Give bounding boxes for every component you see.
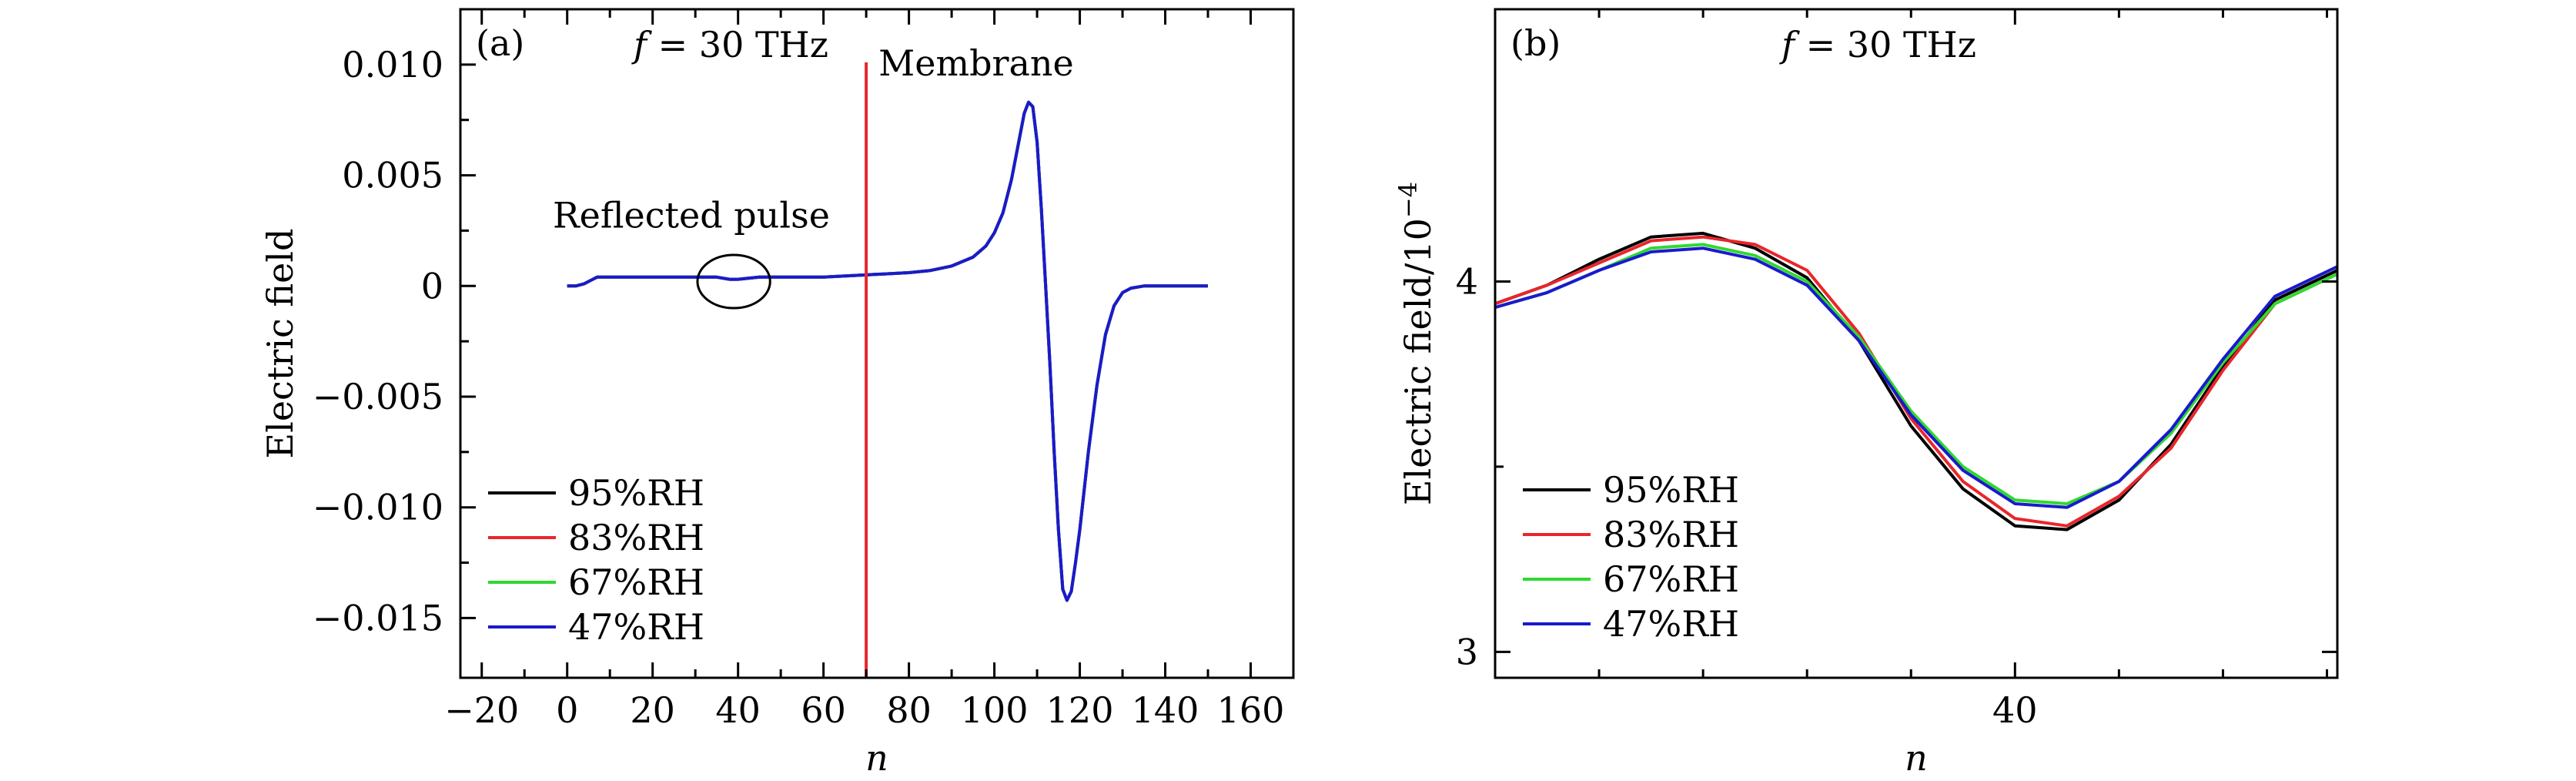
panel-b-y-axis-label-exp: −4 bbox=[1393, 182, 1423, 218]
panel-b-legend-label: 47%RH bbox=[1603, 603, 1739, 645]
panel-a-series-47pctrh bbox=[567, 100, 1208, 602]
panel-b-x-tick-label: 40 bbox=[1992, 689, 2038, 731]
panel-b-series-83pctrh bbox=[1495, 235, 2337, 528]
panel-b-y-tick-label: 4 bbox=[1456, 260, 1478, 302]
panel-a-x-tick-label: 120 bbox=[1046, 689, 1114, 731]
panel-a-label: (a) bbox=[476, 22, 524, 64]
panel-a-x-tick-label: −20 bbox=[444, 689, 519, 731]
panel-b-title: f = 30 THz bbox=[1779, 24, 1976, 65]
panel-a-legend-label: 47%RH bbox=[568, 606, 704, 648]
panel-b-legend-label: 67%RH bbox=[1603, 558, 1739, 600]
panel-b-legend-label: 95%RH bbox=[1603, 469, 1739, 511]
panel-a-x-tick-label: 80 bbox=[886, 689, 932, 731]
panel-a-y-tick-label: −0.015 bbox=[313, 597, 443, 639]
panel-a-x-tick-label: 140 bbox=[1132, 689, 1199, 731]
panel-b-series-group bbox=[1495, 231, 2337, 531]
panel-b-series-47pctrh bbox=[1495, 246, 2337, 509]
panel-a-y-tick-label: −0.005 bbox=[313, 376, 443, 417]
panel-b-frame bbox=[1494, 8, 2339, 679]
panel-a-reflected-pulse-ellipse bbox=[696, 253, 771, 310]
panel-a-legend-label: 67%RH bbox=[568, 561, 704, 603]
panel-a-x-tick-label: 60 bbox=[801, 689, 846, 731]
panel-a-frame bbox=[459, 8, 1295, 679]
panel-b-series-95pctrh bbox=[1495, 231, 2337, 531]
panel-a-ticks: −20 0 20 40 60 80 100 120 140 160 0.010 0.005 0 −0.00… bbox=[313, 9, 1285, 731]
panel-b-y-axis-label: Electric field/10−4 bbox=[1393, 182, 1439, 505]
panel-b-x-axis-label: n bbox=[1905, 737, 1928, 779]
panel-b-y-tick-label: 3 bbox=[1456, 631, 1478, 672]
panel-a-y-tick-label: 0.010 bbox=[342, 44, 443, 85]
panel-a-x-tick-label: 0 bbox=[556, 689, 578, 731]
panel-b-series-67pctrh bbox=[1495, 243, 2337, 505]
panel-b: 40 3 4 (b) f = 30 THz n Electric field/10−… bbox=[1393, 8, 2339, 779]
panel-a-x-axis-label: n bbox=[865, 737, 888, 779]
panel-a: −20 0 20 40 60 80 100 120 140 160 0.010 0.005 0 −0.00… bbox=[259, 8, 1295, 779]
panel-a-x-tick-label: 40 bbox=[715, 689, 761, 731]
panel-a-x-tick-label: 100 bbox=[961, 689, 1029, 731]
panel-a-legend-label: 83%RH bbox=[568, 517, 704, 558]
panel-a-membrane-label: Membrane bbox=[878, 42, 1074, 84]
panel-a-y-tick-label: 0 bbox=[421, 265, 443, 307]
panel-b-legend-label: 83%RH bbox=[1603, 514, 1739, 555]
panel-a-reflected-pulse-label: Reflected pulse bbox=[553, 195, 830, 236]
panel-b-label: (b) bbox=[1510, 22, 1561, 64]
panel-a-series-group bbox=[567, 100, 1208, 602]
panel-a-y-axis-label: Electric field bbox=[259, 229, 301, 459]
panel-a-x-tick-label: 160 bbox=[1217, 689, 1285, 731]
panel-a-title-eq: = 30 THz bbox=[647, 24, 828, 65]
panel-b-title-eq: = 30 THz bbox=[1795, 24, 1976, 65]
panel-a-y-tick-label: −0.010 bbox=[313, 487, 443, 528]
panel-a-y-tick-label: 0.005 bbox=[342, 155, 443, 196]
panel-a-title: f = 30 THz bbox=[631, 24, 828, 65]
panel-b-ticks: 40 3 4 bbox=[1456, 9, 2337, 731]
panel-b-y-axis-label-main: Electric field/10 bbox=[1397, 218, 1439, 505]
panel-a-x-tick-label: 20 bbox=[630, 689, 675, 731]
panel-a-legend-label: 95%RH bbox=[568, 472, 704, 514]
